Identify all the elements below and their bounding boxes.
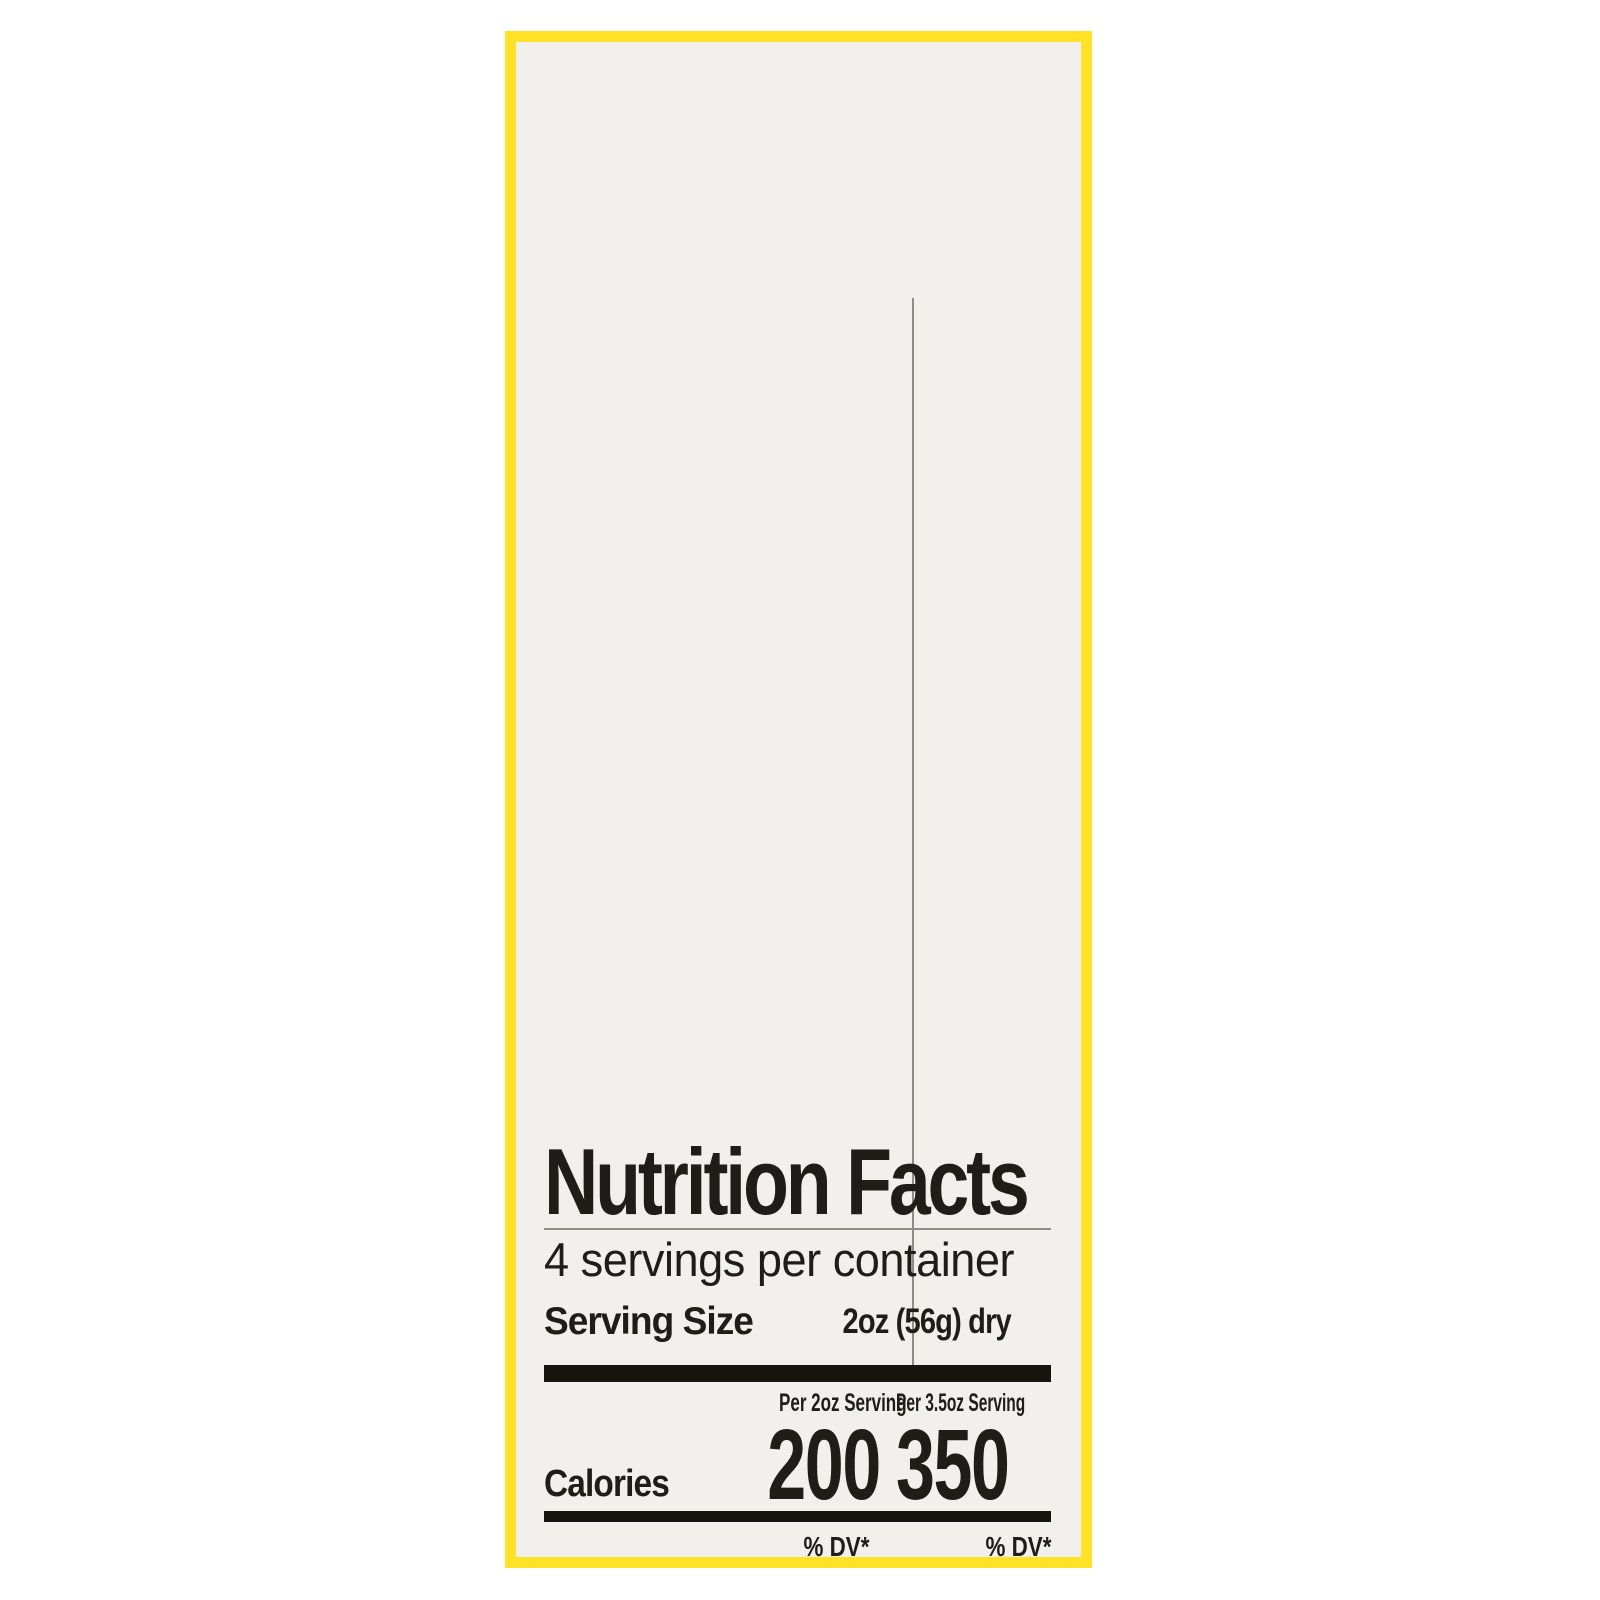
medium-divider bbox=[544, 1511, 1051, 1522]
calories-col2-header: Per 3.5oz Serving bbox=[896, 1388, 1051, 1418]
nutrition-label: Nutrition Facts 4 servings per container… bbox=[505, 31, 1092, 1568]
calories-col2-header-text: Per 3.5oz Serving bbox=[896, 1389, 1026, 1417]
calories-col2-value: 350 bbox=[896, 1409, 1051, 1521]
calories-col1-header-text: Per 2oz Serving bbox=[779, 1389, 907, 1417]
calories-col1-value-text: 200 bbox=[767, 1409, 881, 1521]
thick-divider-top bbox=[544, 1365, 1051, 1382]
column-divider bbox=[912, 298, 914, 1380]
calories-col1-value: 200 bbox=[719, 1415, 881, 1515]
dv-header-col1: % DV* bbox=[544, 1531, 869, 1557]
dv-header-col1-text: % DV* bbox=[803, 1531, 869, 1557]
calories-col2-value-text: 350 bbox=[896, 1409, 1010, 1521]
servings-per-container: 4 servings per container bbox=[544, 1230, 1051, 1290]
serving-size-row: Serving Size 2oz (56g) dry bbox=[544, 1290, 1051, 1353]
calories-column-2oz: Per 2oz Serving 200 bbox=[719, 1382, 907, 1515]
calories-col1-header: Per 2oz Serving bbox=[719, 1388, 907, 1418]
calories-label-text: Calories bbox=[544, 1463, 670, 1505]
nutrition-label-panel: Nutrition Facts 4 servings per container… bbox=[516, 42, 1081, 1557]
label-title-text: Nutrition Facts bbox=[544, 1129, 1030, 1234]
daily-value-header-row: % DV* % DV* bbox=[544, 1522, 1051, 1557]
label-title: Nutrition Facts bbox=[544, 1129, 1051, 1234]
serving-size-value-text: 2oz (56g) dry bbox=[842, 1301, 1012, 1341]
calories-label: Calories bbox=[544, 1465, 719, 1511]
serving-size-value: 2oz (56g) dry bbox=[808, 1301, 1012, 1342]
servings-per-container-text: 4 servings per container bbox=[544, 1233, 1015, 1286]
calories-section: Calories Per 2oz Serving 200 Per 3.5oz S… bbox=[544, 1382, 1051, 1521]
serving-size-label-text: Serving Size bbox=[544, 1299, 754, 1343]
dv-header-col2: % DV* bbox=[869, 1531, 1051, 1557]
dv-header-col2-text: % DV* bbox=[985, 1531, 1051, 1557]
serving-size-label: Serving Size bbox=[544, 1300, 764, 1344]
title-divider bbox=[544, 1228, 1051, 1230]
calories-column-3-5oz: Per 3.5oz Serving 350 bbox=[869, 1382, 1051, 1521]
